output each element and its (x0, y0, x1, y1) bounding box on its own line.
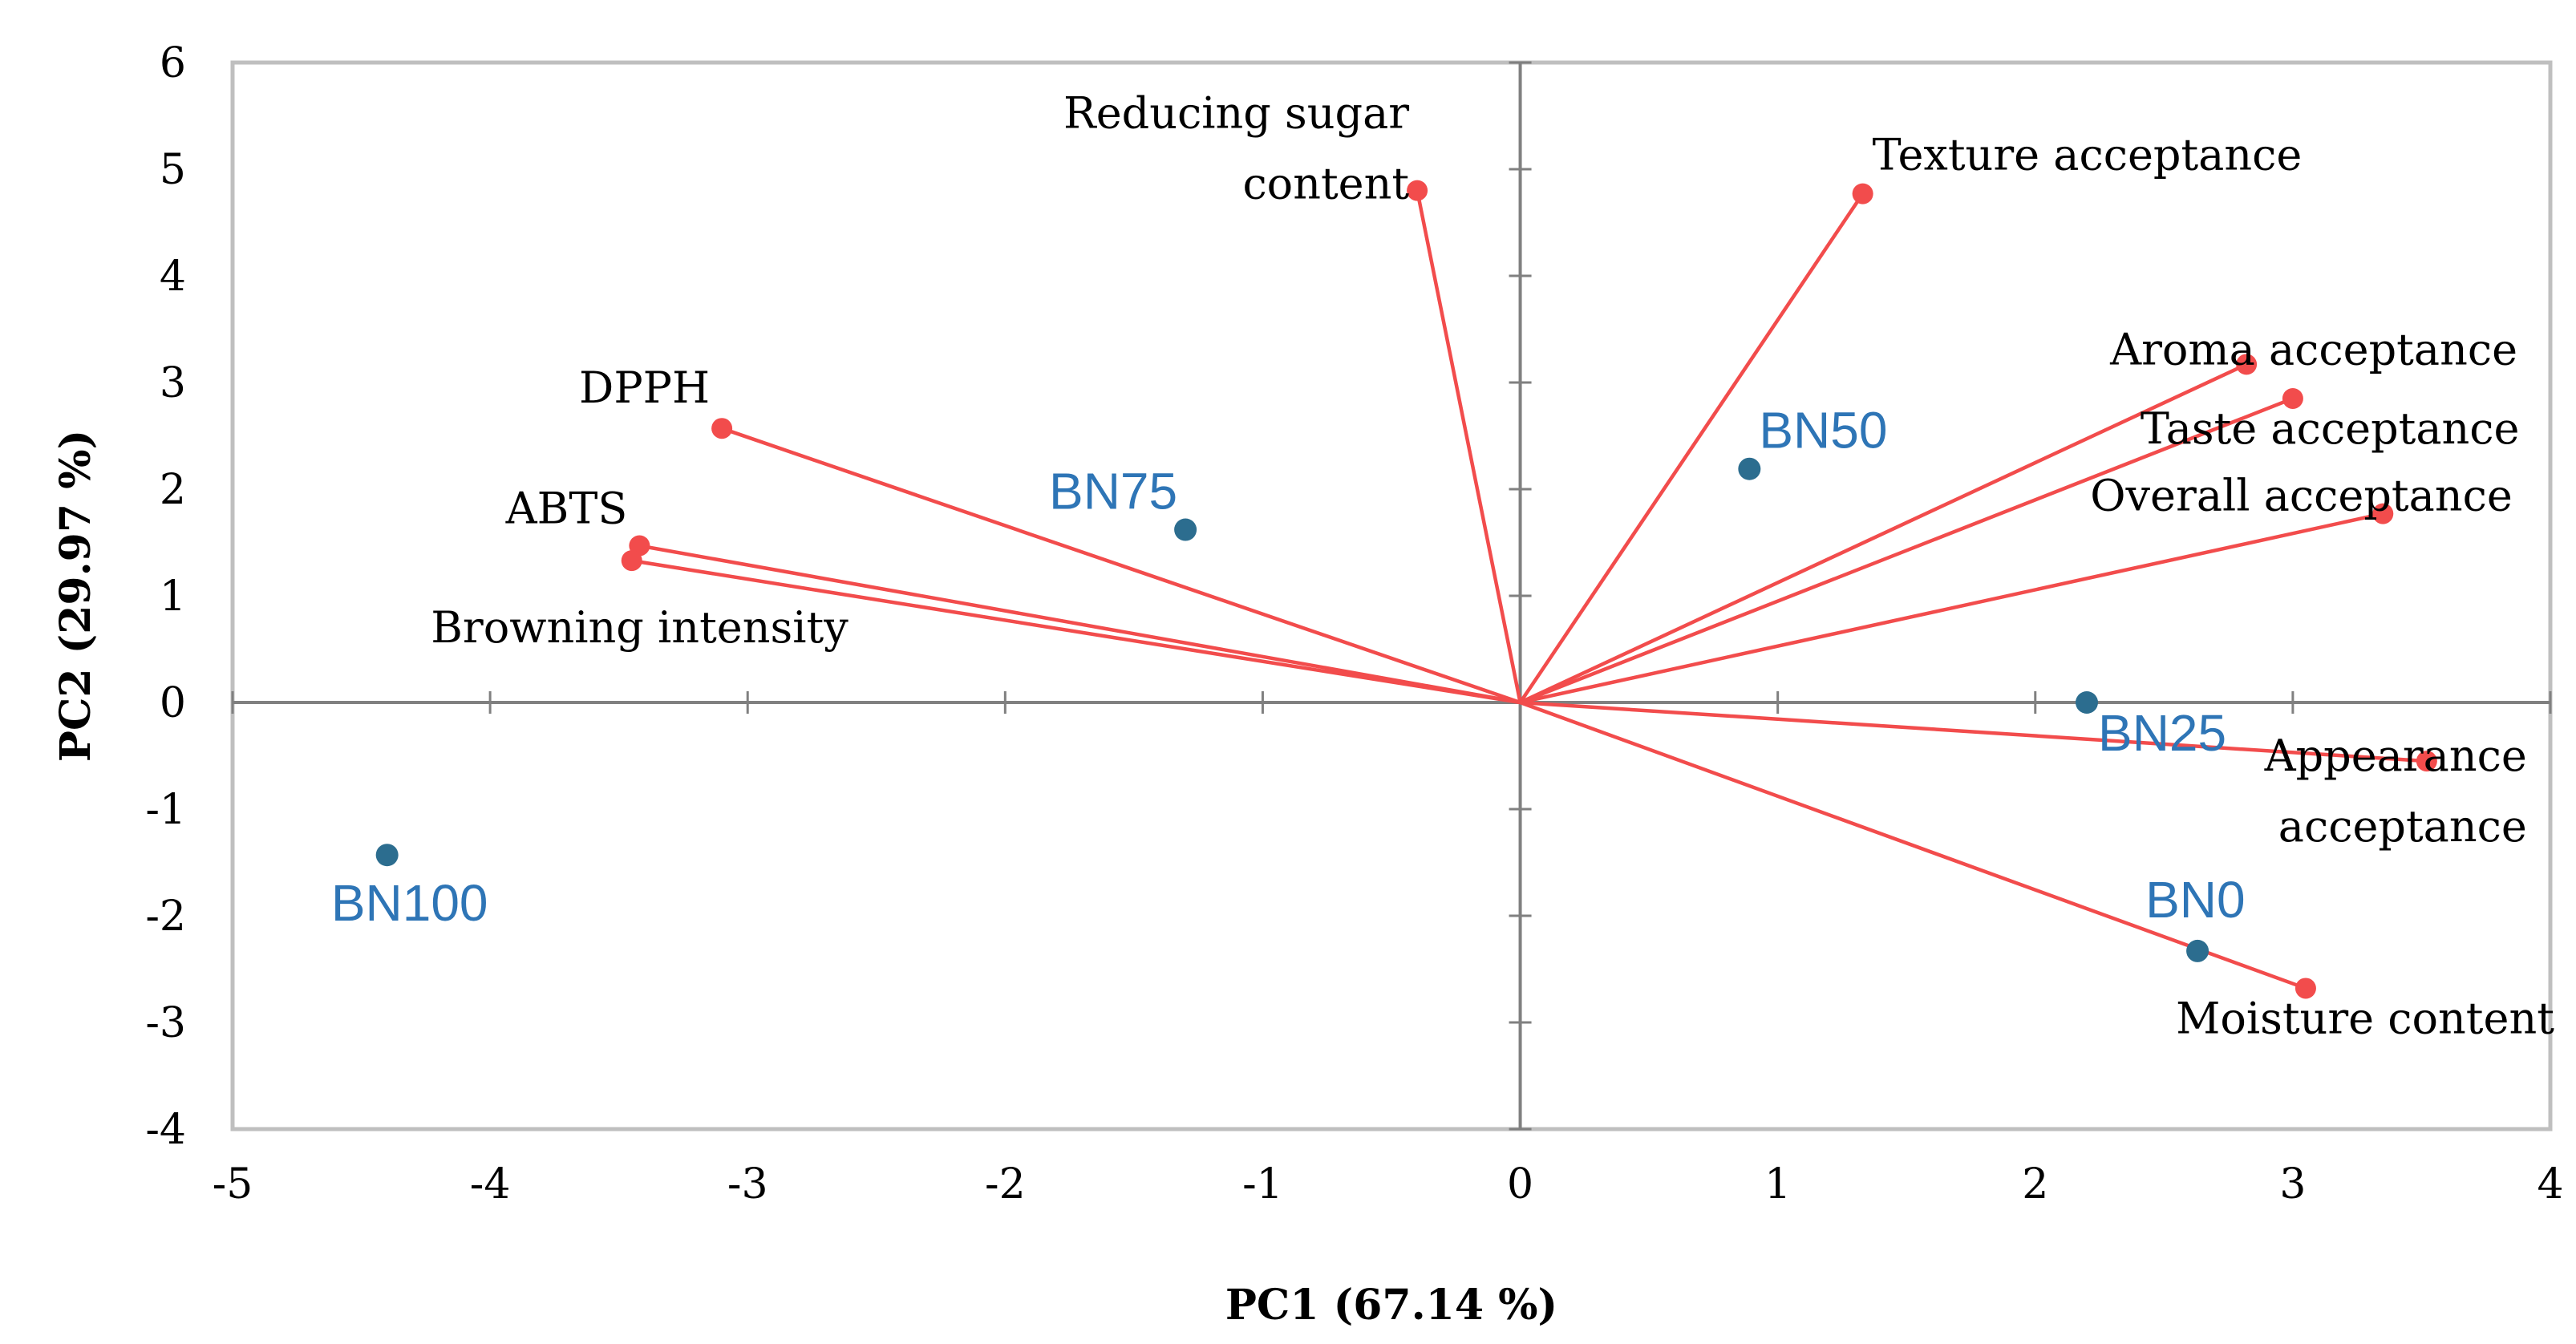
y-tick-label: -1 (145, 786, 186, 834)
loading-vector (638, 544, 1521, 705)
loading-vector (1519, 396, 2294, 705)
tick-labels: -4 -3 -2 -1 0 1 2 3 4 5 6 -5 -4 -3 -2 -1 0 1 2 3 4 (145, 39, 2563, 1208)
loading-label: ABTS (505, 483, 628, 533)
y-tick-label: -3 (145, 999, 186, 1047)
sample-point (1174, 518, 1197, 541)
sample-label: BN75 (1049, 463, 1177, 520)
loading-vectors: Reducing sugar content Texture acceptance A… (431, 88, 2554, 1044)
loading-label: acceptance (2278, 801, 2527, 852)
loading-label: Appearance (2264, 731, 2527, 781)
sample-point (375, 844, 399, 867)
x-tick-label: 3 (2279, 1160, 2306, 1208)
loading-vector (1415, 190, 1522, 703)
y-axis-title: PC2 (29.97 %) (51, 430, 100, 762)
sample-label: BN0 (2145, 871, 2246, 929)
loading-point (621, 550, 642, 572)
y-tick-label: 4 (160, 253, 186, 301)
x-tick-label: -1 (1242, 1160, 1283, 1208)
x-tick-label: -4 (470, 1160, 511, 1208)
loading-label: Taste acceptance (2141, 403, 2520, 454)
loading-vector (1520, 512, 2384, 705)
loading-vector (1519, 700, 2307, 990)
loading-point (2295, 978, 2316, 999)
x-tick-label: 2 (2022, 1160, 2048, 1208)
loading-label: Reducing sugar (1063, 88, 1409, 139)
x-axis-title: PC1 (67.14 %) (1225, 1281, 1557, 1330)
plot-frame (230, 60, 2553, 1131)
loading-label: Texture acceptance (1873, 130, 2303, 180)
y-tick-label: -4 (145, 1106, 186, 1154)
x-tick-label: -3 (727, 1160, 768, 1208)
sample-label: BN100 (331, 874, 488, 932)
x-tick-label: 4 (2537, 1160, 2563, 1208)
y-tick-label: 2 (160, 466, 186, 514)
loading-vector (1518, 192, 1865, 704)
loading-point (2416, 751, 2437, 772)
zero-axes (233, 63, 2550, 1129)
loading-label: Overall acceptance (2090, 471, 2513, 521)
loading-point (2236, 354, 2258, 375)
x-tick-label: 0 (1507, 1160, 1533, 1208)
sample-point (1738, 457, 1761, 480)
y-tick-label: 5 (160, 146, 186, 194)
sample-points: BN0 BN25 BN50 BN75 BN100 (331, 402, 2246, 962)
sample-label: BN25 (2098, 704, 2226, 762)
sample-label: BN50 (1759, 402, 1887, 459)
y-tick-label: 0 (160, 679, 186, 727)
loading-label: Aroma acceptance (2109, 324, 2517, 374)
sample-point (2076, 691, 2098, 714)
sample-point (2186, 939, 2209, 962)
loading-point (1407, 180, 1428, 201)
loading-point (2282, 387, 2303, 409)
loading-label: DPPH (579, 362, 710, 413)
y-tick-label: 3 (160, 359, 186, 407)
x-tick-label: -5 (213, 1160, 253, 1208)
loading-point (711, 418, 733, 439)
loading-point (1852, 183, 1873, 204)
y-tick-label: 1 (160, 573, 186, 621)
loading-label: Browning intensity (431, 602, 849, 653)
y-tick-label: 6 (160, 39, 186, 87)
loading-vector (631, 558, 1521, 705)
loading-label: Moisture content (2176, 993, 2554, 1043)
x-tick-label: 1 (1764, 1160, 1791, 1208)
loading-vector (1520, 700, 2428, 763)
loading-vector (1519, 362, 2248, 705)
loading-point (2372, 503, 2394, 524)
loading-label: content (1242, 159, 1409, 209)
loading-vector (721, 427, 1521, 705)
y-tick-label: -2 (145, 893, 186, 941)
x-tick-label: -2 (985, 1160, 1026, 1208)
